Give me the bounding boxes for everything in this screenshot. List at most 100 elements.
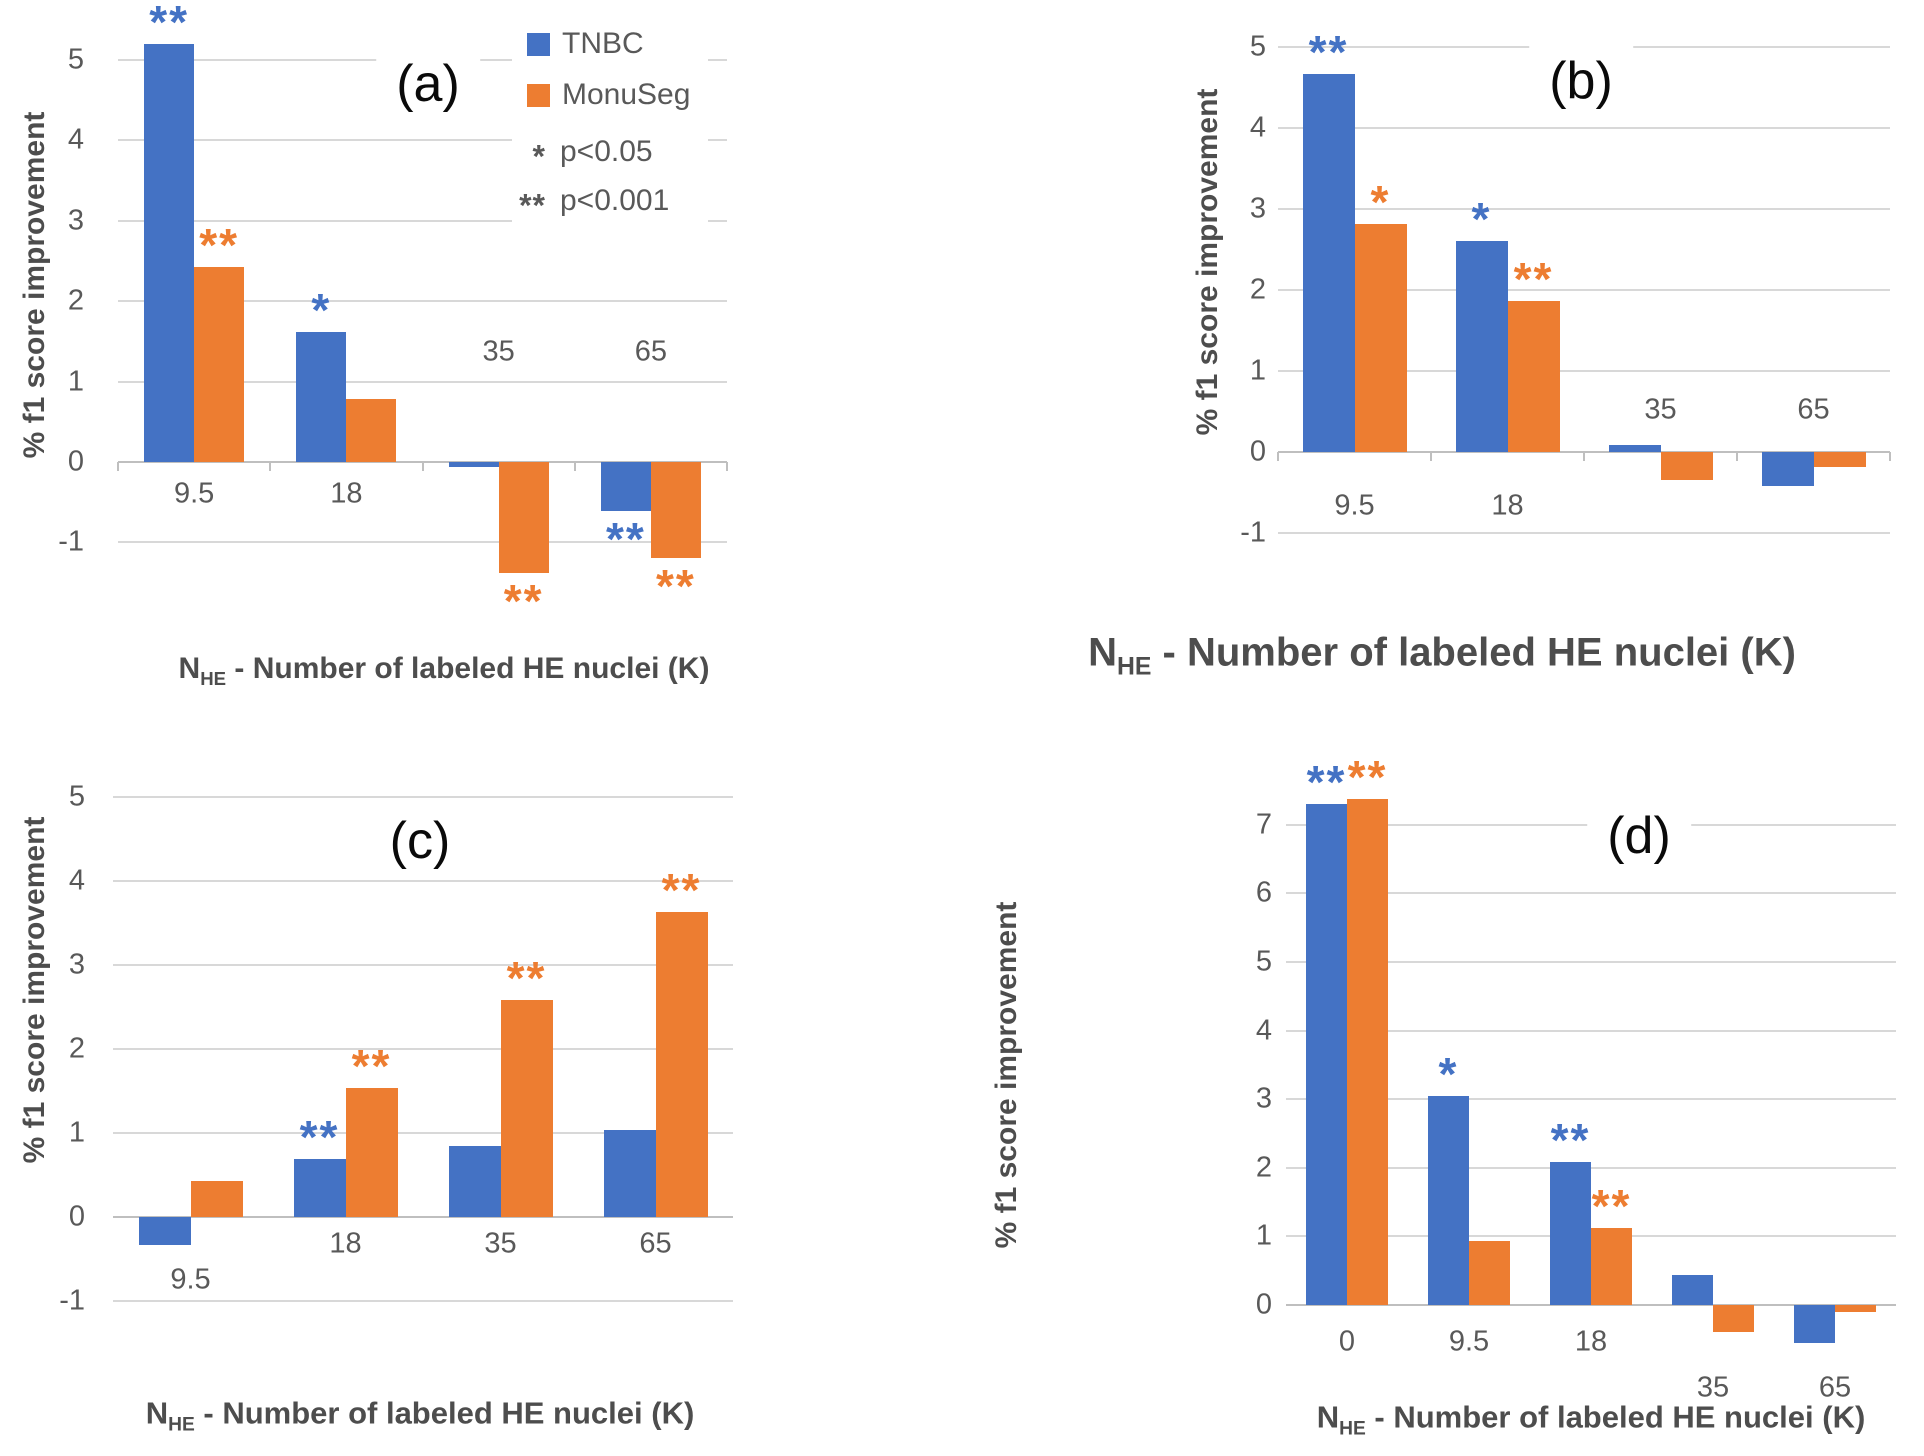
y-tick-label-1-a: 1	[67, 365, 84, 398]
y-tick-label-5-a: 5	[67, 43, 84, 76]
gridline-y2-a	[118, 300, 727, 303]
panel-letter-b: (b)	[1529, 45, 1633, 117]
bar-monuseg-d-35	[1713, 1305, 1754, 1333]
bar-tnbc-c-65	[603, 1129, 656, 1217]
sig-marker-2star-monuseg-c-35: **	[506, 952, 547, 1005]
y-tick-label-1-d: 1	[1255, 1219, 1272, 1252]
y-tick-label-3-a: 3	[67, 204, 84, 237]
y-tick-label-2-a: 2	[67, 284, 84, 317]
category-label-c-35: 35	[484, 1227, 517, 1260]
y-tick-label-0-d: 0	[1255, 1288, 1272, 1321]
sig-marker-2star-monuseg-d-0: **	[1347, 751, 1388, 804]
gridline-y4-b	[1278, 127, 1890, 129]
y-tick-label-5-c: 5	[68, 780, 85, 813]
y-tick-label-4-b: 4	[1249, 111, 1266, 144]
category-label-d-65: 65	[1818, 1371, 1852, 1404]
bar-tnbc-a-35	[448, 462, 499, 467]
category-label-b-9.5: 9.5	[1334, 489, 1375, 522]
gridline-y-1-c	[113, 1300, 733, 1302]
bar-tnbc-d-65	[1794, 1305, 1835, 1343]
bar-monuseg-b-9.5	[1354, 223, 1407, 452]
category-label-d-35: 35	[1696, 1371, 1730, 1404]
gridline-y3-a	[118, 219, 727, 222]
y-tick-label-2-c: 2	[68, 1032, 85, 1065]
y-tick-label-0-c: 0	[68, 1200, 85, 1233]
y-axis-title-d: % f1 score improvement	[990, 901, 1023, 1249]
bar-monuseg-a-9.5	[194, 266, 245, 462]
y-tick-label-3-b: 3	[1249, 192, 1266, 225]
legend-label-tnbc: TNBC	[562, 27, 644, 60]
bar-tnbc-d-9.5	[1428, 1095, 1469, 1305]
sig-marker-2star-tnbc-b-9.5: **	[1308, 25, 1349, 78]
category-label-a-9.5: 9.5	[173, 477, 215, 510]
axis-tick-mark-a	[421, 462, 424, 471]
bar-tnbc-a-65	[600, 462, 651, 512]
legend-item-tnbc: TNBC	[512, 27, 708, 60]
axis-tick-mark-a	[726, 462, 728, 471]
sig-marker-2star-monuseg-b-18: **	[1513, 252, 1554, 305]
y-tick-label-3-d: 3	[1255, 1082, 1272, 1115]
axis-tick-mark-b	[1889, 452, 1891, 461]
bar-tnbc-d-18	[1550, 1161, 1591, 1305]
bar-tnbc-d-0	[1306, 804, 1347, 1305]
category-label-c-9.5: 9.5	[170, 1263, 211, 1296]
sig-marker-2star-tnbc-a-9.5: **	[149, 0, 190, 48]
bar-monuseg-c-35	[500, 1000, 553, 1217]
sig-marker-2star-monuseg-a-9.5: **	[199, 218, 240, 271]
bar-tnbc-b-35	[1608, 444, 1661, 452]
axis-tick-mark-b	[1277, 452, 1279, 461]
gridline-y3-c	[113, 964, 733, 966]
y-tick-label-1-c: 1	[68, 1116, 85, 1149]
gridline-y-1-a	[118, 541, 727, 544]
gridline-y2-c	[113, 1048, 733, 1050]
sig-marker-1star-monuseg-b-9.5: *	[1370, 175, 1391, 228]
bar-tnbc-b-18	[1455, 241, 1508, 452]
bar-tnbc-c-9.5	[138, 1217, 191, 1245]
x-axis-title-c: NHE - Number of labeled HE nuclei (K)	[145, 1395, 695, 1436]
bar-monuseg-b-18	[1507, 300, 1560, 452]
sig-marker-2star-tnbc-d-0: **	[1306, 756, 1347, 809]
gridline-y0-d	[1286, 1304, 1896, 1306]
bar-tnbc-d-35	[1672, 1274, 1713, 1305]
double-asterisk-icon: **	[519, 187, 546, 224]
bar-monuseg-d-18	[1591, 1228, 1632, 1305]
x-axis-title-b: NHE - Number of labeled HE nuclei (K)	[1088, 630, 1796, 681]
bar-tnbc-a-9.5	[144, 43, 195, 462]
gridline-y1-b	[1278, 370, 1890, 372]
sig-note-p0001: ** p<0.001	[512, 184, 708, 224]
bar-monuseg-d-0	[1347, 799, 1388, 1305]
category-label-b-65: 65	[1797, 393, 1830, 426]
axis-tick-mark-a	[117, 462, 119, 471]
gridline-y2-d	[1286, 1166, 1896, 1169]
category-label-b-18: 18	[1491, 489, 1524, 522]
gridline-y4-a	[118, 139, 727, 142]
x-axis-title-d: NHE - Number of labeled HE nuclei (K)	[1316, 1399, 1866, 1440]
category-label-a-65: 65	[634, 335, 668, 368]
category-label-c-65: 65	[639, 1227, 672, 1260]
category-label-c-18: 18	[329, 1227, 362, 1260]
panel-letter-c: (c)	[369, 805, 471, 877]
axis-tick-mark-b	[1430, 452, 1432, 461]
legend-item-monuseg: MonuSeg	[512, 78, 708, 111]
y-tick-label-2-b: 2	[1249, 273, 1266, 306]
y-tick-label-6-d: 6	[1255, 876, 1272, 909]
category-label-b-35: 35	[1644, 393, 1677, 426]
single-asterisk-icon: *	[532, 138, 546, 175]
bar-monuseg-d-9.5	[1469, 1241, 1510, 1305]
bar-tnbc-b-65	[1761, 452, 1814, 487]
legend: TNBC MonuSeg * p<0.05 ** p<0.001	[512, 8, 708, 232]
bar-monuseg-c-18	[345, 1088, 398, 1217]
bar-monuseg-c-65	[655, 912, 708, 1217]
y-tick-label-5-d: 5	[1255, 945, 1272, 978]
category-label-a-18: 18	[330, 477, 363, 510]
monuseg-color-swatch-icon	[527, 84, 550, 107]
category-label-d-18: 18	[1574, 1325, 1608, 1358]
axis-tick-mark-b	[1736, 452, 1738, 461]
bar-tnbc-c-35	[448, 1146, 501, 1217]
bar-tnbc-a-18	[296, 331, 347, 462]
sig-marker-2star-monuseg-c-18: **	[351, 1040, 392, 1093]
sig-marker-2star-monuseg-a-35: **	[503, 574, 544, 627]
gridline-y4-d	[1286, 1029, 1896, 1032]
gridline-y3-d	[1286, 1098, 1896, 1101]
